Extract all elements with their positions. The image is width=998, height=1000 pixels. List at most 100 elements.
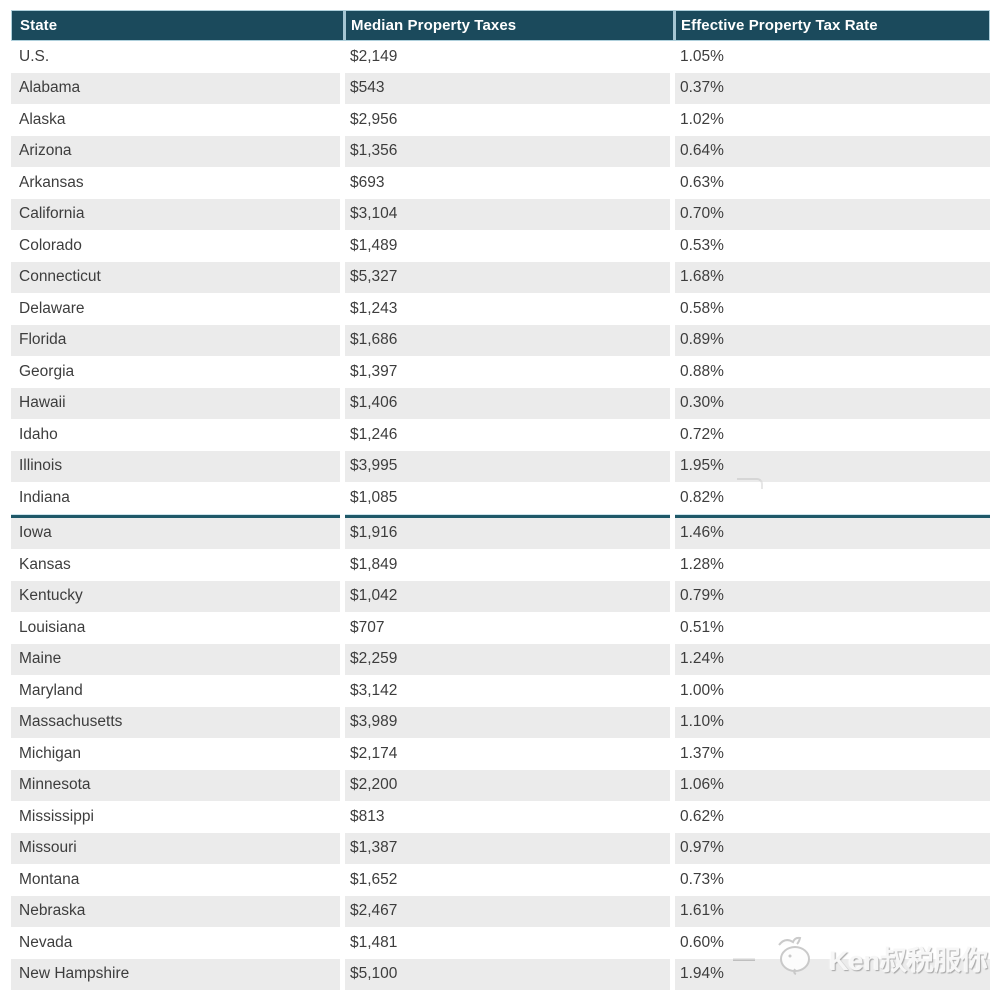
property-tax-table: State Median Property Taxes Effective Pr… — [11, 10, 990, 990]
table-header-row: State Median Property Taxes Effective Pr… — [11, 10, 990, 41]
cell-rate: 0.62% — [675, 801, 990, 833]
cell-rate: 1.46% — [675, 517, 990, 549]
cell-rate: 1.95% — [675, 450, 990, 482]
cell-rate: 1.37% — [675, 738, 990, 770]
cell-state: Georgia — [11, 356, 340, 388]
cell-rate: 0.70% — [675, 198, 990, 230]
table-row: U.S. $2,149 1.05% — [11, 41, 990, 73]
cell-median: $3,989 — [345, 706, 670, 738]
cell-state: Alaska — [11, 104, 340, 136]
cell-state: Minnesota — [11, 769, 340, 801]
table-row: Arkansas $693 0.63% — [11, 167, 990, 199]
cell-state: Delaware — [11, 293, 340, 325]
cell-state: Michigan — [11, 738, 340, 770]
section-divider — [11, 513, 990, 518]
cell-median: $1,849 — [345, 549, 670, 581]
cell-rate: 1.24% — [675, 643, 990, 675]
table-row: Iowa $1,916 1.46% — [11, 517, 990, 549]
cell-median: $1,916 — [345, 517, 670, 549]
table-row: Nebraska $2,467 1.61% — [11, 895, 990, 927]
table-row: Mississippi $813 0.62% — [11, 801, 990, 833]
cell-state: Arkansas — [11, 167, 340, 199]
table-row: Hawaii $1,406 0.30% — [11, 387, 990, 419]
cell-median: $1,243 — [345, 293, 670, 325]
cell-state: Hawaii — [11, 387, 340, 419]
cell-median: $2,956 — [345, 104, 670, 136]
cell-state: Kansas — [11, 549, 340, 581]
column-header-effective-tax-rate: Effective Property Tax Rate — [676, 11, 991, 40]
table-row: Illinois $3,995 1.95% — [11, 450, 990, 482]
cell-state: U.S. — [11, 41, 340, 73]
cell-rate: 1.05% — [675, 41, 990, 73]
cell-rate: 0.97% — [675, 832, 990, 864]
column-header-state: State — [20, 17, 58, 34]
table-row: Louisiana $707 0.51% — [11, 612, 990, 644]
cell-median: $5,100 — [345, 958, 670, 990]
cell-rate: 1.94% — [675, 958, 990, 990]
cell-rate: 0.89% — [675, 324, 990, 356]
cell-state: Idaho — [11, 419, 340, 451]
table-row: Idaho $1,246 0.72% — [11, 419, 990, 451]
cell-rate: 0.58% — [675, 293, 990, 325]
cell-state: New Hampshire — [11, 958, 340, 990]
table-row: Alaska $2,956 1.02% — [11, 104, 990, 136]
cell-state: Illinois — [11, 450, 340, 482]
table-row: New Hampshire $5,100 1.94% — [11, 958, 990, 990]
cell-median: $1,356 — [345, 135, 670, 167]
cell-state: Florida — [11, 324, 340, 356]
cell-rate: 0.51% — [675, 612, 990, 644]
cell-median: $1,085 — [345, 482, 670, 514]
cell-state: Maryland — [11, 675, 340, 707]
cell-rate: 0.72% — [675, 419, 990, 451]
cell-state: Nevada — [11, 927, 340, 959]
table-row: Massachusetts $3,989 1.10% — [11, 706, 990, 738]
table-row: Kentucky $1,042 0.79% — [11, 580, 990, 612]
table-row: Missouri $1,387 0.97% — [11, 832, 990, 864]
cell-rate: 0.73% — [675, 864, 990, 896]
cell-median: $2,200 — [345, 769, 670, 801]
table-row: Arizona $1,356 0.64% — [11, 135, 990, 167]
table-row: Nevada $1,481 0.60% — [11, 927, 990, 959]
cell-median: $1,686 — [345, 324, 670, 356]
watermark-artifact — [737, 478, 763, 489]
cell-median: $1,406 — [345, 387, 670, 419]
cell-median: $2,149 — [345, 41, 670, 73]
cell-state: California — [11, 198, 340, 230]
cell-median: $1,652 — [345, 864, 670, 896]
table-row: Kansas $1,849 1.28% — [11, 549, 990, 581]
cell-state: Indiana — [11, 482, 340, 514]
cell-rate: 0.37% — [675, 72, 990, 104]
cell-rate: 1.02% — [675, 104, 990, 136]
table-row: Montana $1,652 0.73% — [11, 864, 990, 896]
table-body: U.S. $2,149 1.05% Alabama $543 0.37% Ala… — [11, 41, 990, 990]
cell-median: $693 — [345, 167, 670, 199]
cell-rate: 0.88% — [675, 356, 990, 388]
cell-rate: 0.60% — [675, 927, 990, 959]
table-row: Michigan $2,174 1.37% — [11, 738, 990, 770]
cell-state: Arizona — [11, 135, 340, 167]
cell-state: Mississippi — [11, 801, 340, 833]
cell-median: $2,467 — [345, 895, 670, 927]
cell-state: Massachusetts — [11, 706, 340, 738]
column-header-median-property-taxes: Median Property Taxes — [346, 11, 671, 40]
table-row: Delaware $1,243 0.58% — [11, 293, 990, 325]
cell-rate: 1.10% — [675, 706, 990, 738]
cell-median: $1,397 — [345, 356, 670, 388]
cell-median: $707 — [345, 612, 670, 644]
cell-median: $3,142 — [345, 675, 670, 707]
cell-state: Nebraska — [11, 895, 340, 927]
cell-median: $1,042 — [345, 580, 670, 612]
cell-median: $813 — [345, 801, 670, 833]
cell-median: $543 — [345, 72, 670, 104]
cell-state: Iowa — [11, 517, 340, 549]
cell-rate: 0.53% — [675, 230, 990, 262]
cell-state: Louisiana — [11, 612, 340, 644]
cell-rate: 0.79% — [675, 580, 990, 612]
table-row: Alabama $543 0.37% — [11, 72, 990, 104]
table-row: Georgia $1,397 0.88% — [11, 356, 990, 388]
table-row: Maine $2,259 1.24% — [11, 643, 990, 675]
cell-median: $3,995 — [345, 450, 670, 482]
table-row: California $3,104 0.70% — [11, 198, 990, 230]
cell-state: Missouri — [11, 832, 340, 864]
cell-rate: 1.28% — [675, 549, 990, 581]
